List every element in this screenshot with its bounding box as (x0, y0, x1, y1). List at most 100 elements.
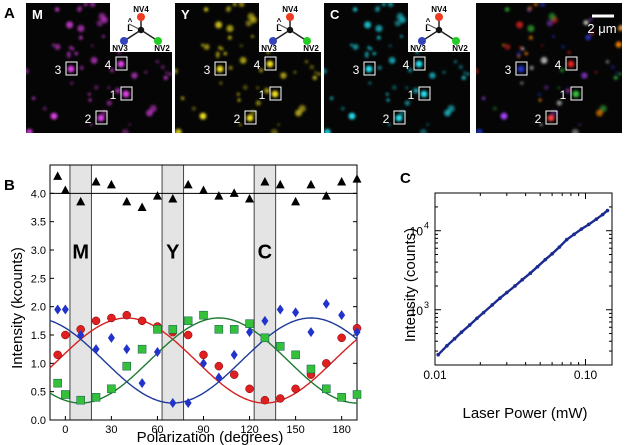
fluorescence-spot (348, 112, 356, 120)
fluorescence-spot (404, 100, 410, 106)
data-point-red (122, 310, 131, 320)
roi-label-2: 2 (85, 112, 92, 126)
roi-box-2 (545, 110, 558, 125)
fluorescence-spot (610, 64, 616, 70)
data-point-total (306, 179, 316, 189)
fluorescence-spot (466, 72, 470, 76)
fluorescence-spot (476, 68, 479, 75)
band-label-y: Y (166, 242, 180, 264)
data-point-blue (169, 398, 177, 408)
fluorescence-spot (131, 72, 138, 79)
data-point-red (91, 316, 101, 326)
fluorescence-spot (583, 20, 589, 26)
chart-b-y-tick-label: 0.5 (31, 387, 46, 399)
fluorescence-spot (77, 24, 85, 33)
roi-box-3 (515, 61, 528, 76)
roi-nv-spot (572, 90, 580, 98)
roi-nv-spot (271, 90, 279, 98)
chart-b-y-tick-label: 1.0 (31, 358, 46, 370)
roi-label-4: 4 (105, 58, 112, 72)
fluorescence-spot (504, 7, 510, 12)
chart-c-x-tick-label: 0.01 (423, 368, 447, 382)
fit-curve-blue (49, 317, 358, 404)
y-tick-exponent: 3 (424, 300, 429, 310)
fluorescence-spot (215, 21, 223, 29)
fit-curve-green (49, 317, 357, 404)
data-point-total (214, 191, 224, 200)
l-vector-hat: ^ (426, 17, 431, 26)
polarization-band-y (161, 164, 185, 421)
roi-box-4 (413, 56, 426, 71)
data-point-green (245, 319, 254, 328)
data-point-blue (54, 304, 62, 315)
power-data-point (520, 277, 525, 282)
fluorescence-spot (559, 68, 565, 73)
fluorescence-spot (90, 44, 94, 48)
roi-nv-spot (517, 65, 525, 73)
fluorescence-spot (618, 72, 622, 76)
fluorescence-spot (387, 3, 394, 8)
fluorescence-spot (70, 81, 74, 85)
fluorescence-spot (201, 43, 204, 47)
fluorescence-spot (83, 3, 88, 7)
fluorescence-spot (458, 64, 464, 70)
fluorescence-spot (219, 81, 223, 85)
data-point-green (199, 310, 208, 320)
roi-nv-spot (117, 60, 125, 68)
nv4-label: NV4 (133, 5, 149, 14)
data-point-blue (123, 344, 131, 355)
fluorescence-spot (42, 106, 47, 111)
roi-nv-spot (547, 114, 555, 122)
fluorescence-spot (256, 86, 259, 89)
chart-b-y-tick-label: 2.5 (31, 273, 46, 285)
fluorescence-spot (270, 129, 278, 133)
chart-b-y-tick-label: 1.5 (31, 330, 46, 342)
data-point-green (61, 390, 70, 399)
data-point-blue (292, 307, 300, 318)
roi-box-3 (214, 61, 227, 76)
fluorescence-spot (376, 35, 381, 40)
nv-center-dot (435, 26, 443, 34)
data-point-red (183, 330, 193, 340)
roi-nv-spot (122, 90, 130, 98)
data-point-green (137, 344, 147, 354)
fluorescence-spot (293, 70, 297, 74)
data-point-blue (353, 327, 361, 338)
fluorescence-spot (238, 3, 245, 8)
nv3-label: NV3 (112, 44, 128, 53)
fluorescence-spot (238, 123, 242, 127)
polarization-band-c (253, 164, 277, 421)
fluorescence-spot (405, 86, 408, 89)
data-point-blue (307, 327, 315, 338)
roi-box-2 (393, 110, 406, 125)
fluorescence-spot (391, 85, 397, 90)
nv-center-dot (286, 26, 294, 34)
band-label-c: C (258, 242, 272, 264)
fluorescence-spot (527, 24, 535, 33)
image-panel-merged: 1 2 3 4 2 μm (476, 3, 622, 133)
roi-box-1 (570, 86, 583, 101)
data-point-blue (107, 332, 115, 343)
fluorescence-spot (77, 5, 83, 11)
data-point-red (229, 370, 239, 379)
nv-orientation-inset: NV4 NV2 NV3 L^ (408, 3, 470, 53)
data-point-blue (246, 327, 254, 338)
panel-label-b: B (4, 177, 15, 194)
l-vector-label: L (425, 23, 431, 33)
data-point-blue (261, 315, 269, 326)
data-point-total (245, 194, 255, 203)
fluorescence-spot (364, 51, 369, 56)
image-panel-y: 1 2 3 4 Y NV4 NV2 NV3 L^ (175, 3, 321, 133)
fluorescence-spot (369, 47, 373, 51)
power-data-point (452, 336, 457, 341)
roi-label-1: 1 (110, 88, 117, 102)
roi-box-4 (565, 56, 578, 71)
fluorescence-spot (453, 60, 458, 64)
fluorescence-spot (375, 5, 381, 11)
fluorescence-spot (386, 98, 390, 102)
nv3-label: NV3 (261, 44, 277, 53)
fluorescence-spot (237, 98, 241, 102)
fluorescence-spot (461, 75, 466, 80)
